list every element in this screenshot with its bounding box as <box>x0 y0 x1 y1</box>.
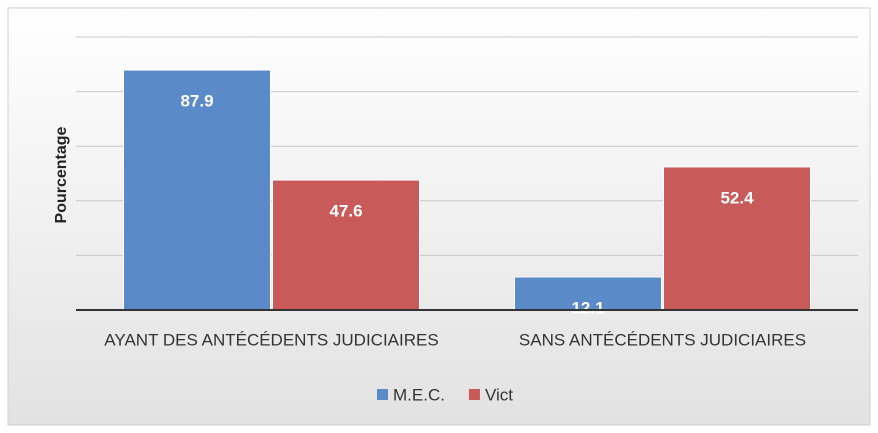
data-label: 87.9 <box>180 92 213 111</box>
bar <box>272 179 420 311</box>
legend-label: Vict <box>485 385 513 404</box>
legend-swatch <box>468 389 480 400</box>
legend-label: M.E.C. <box>393 385 445 404</box>
x-tick-label: AYANT DES ANTÉCÉDENTS JUDICIAIRES <box>104 330 438 349</box>
bar <box>123 69 271 311</box>
legend-swatch <box>377 389 388 400</box>
bar <box>663 166 811 311</box>
y-axis-title: Pourcentage <box>53 126 70 223</box>
data-label: 47.6 <box>329 202 362 221</box>
data-label: 12.1 <box>571 298 604 317</box>
data-label: 52.4 <box>720 188 754 207</box>
x-tick-label: SANS ANTÉCÉDENTS JUDICIAIRES <box>519 330 806 349</box>
bar <box>514 276 662 311</box>
